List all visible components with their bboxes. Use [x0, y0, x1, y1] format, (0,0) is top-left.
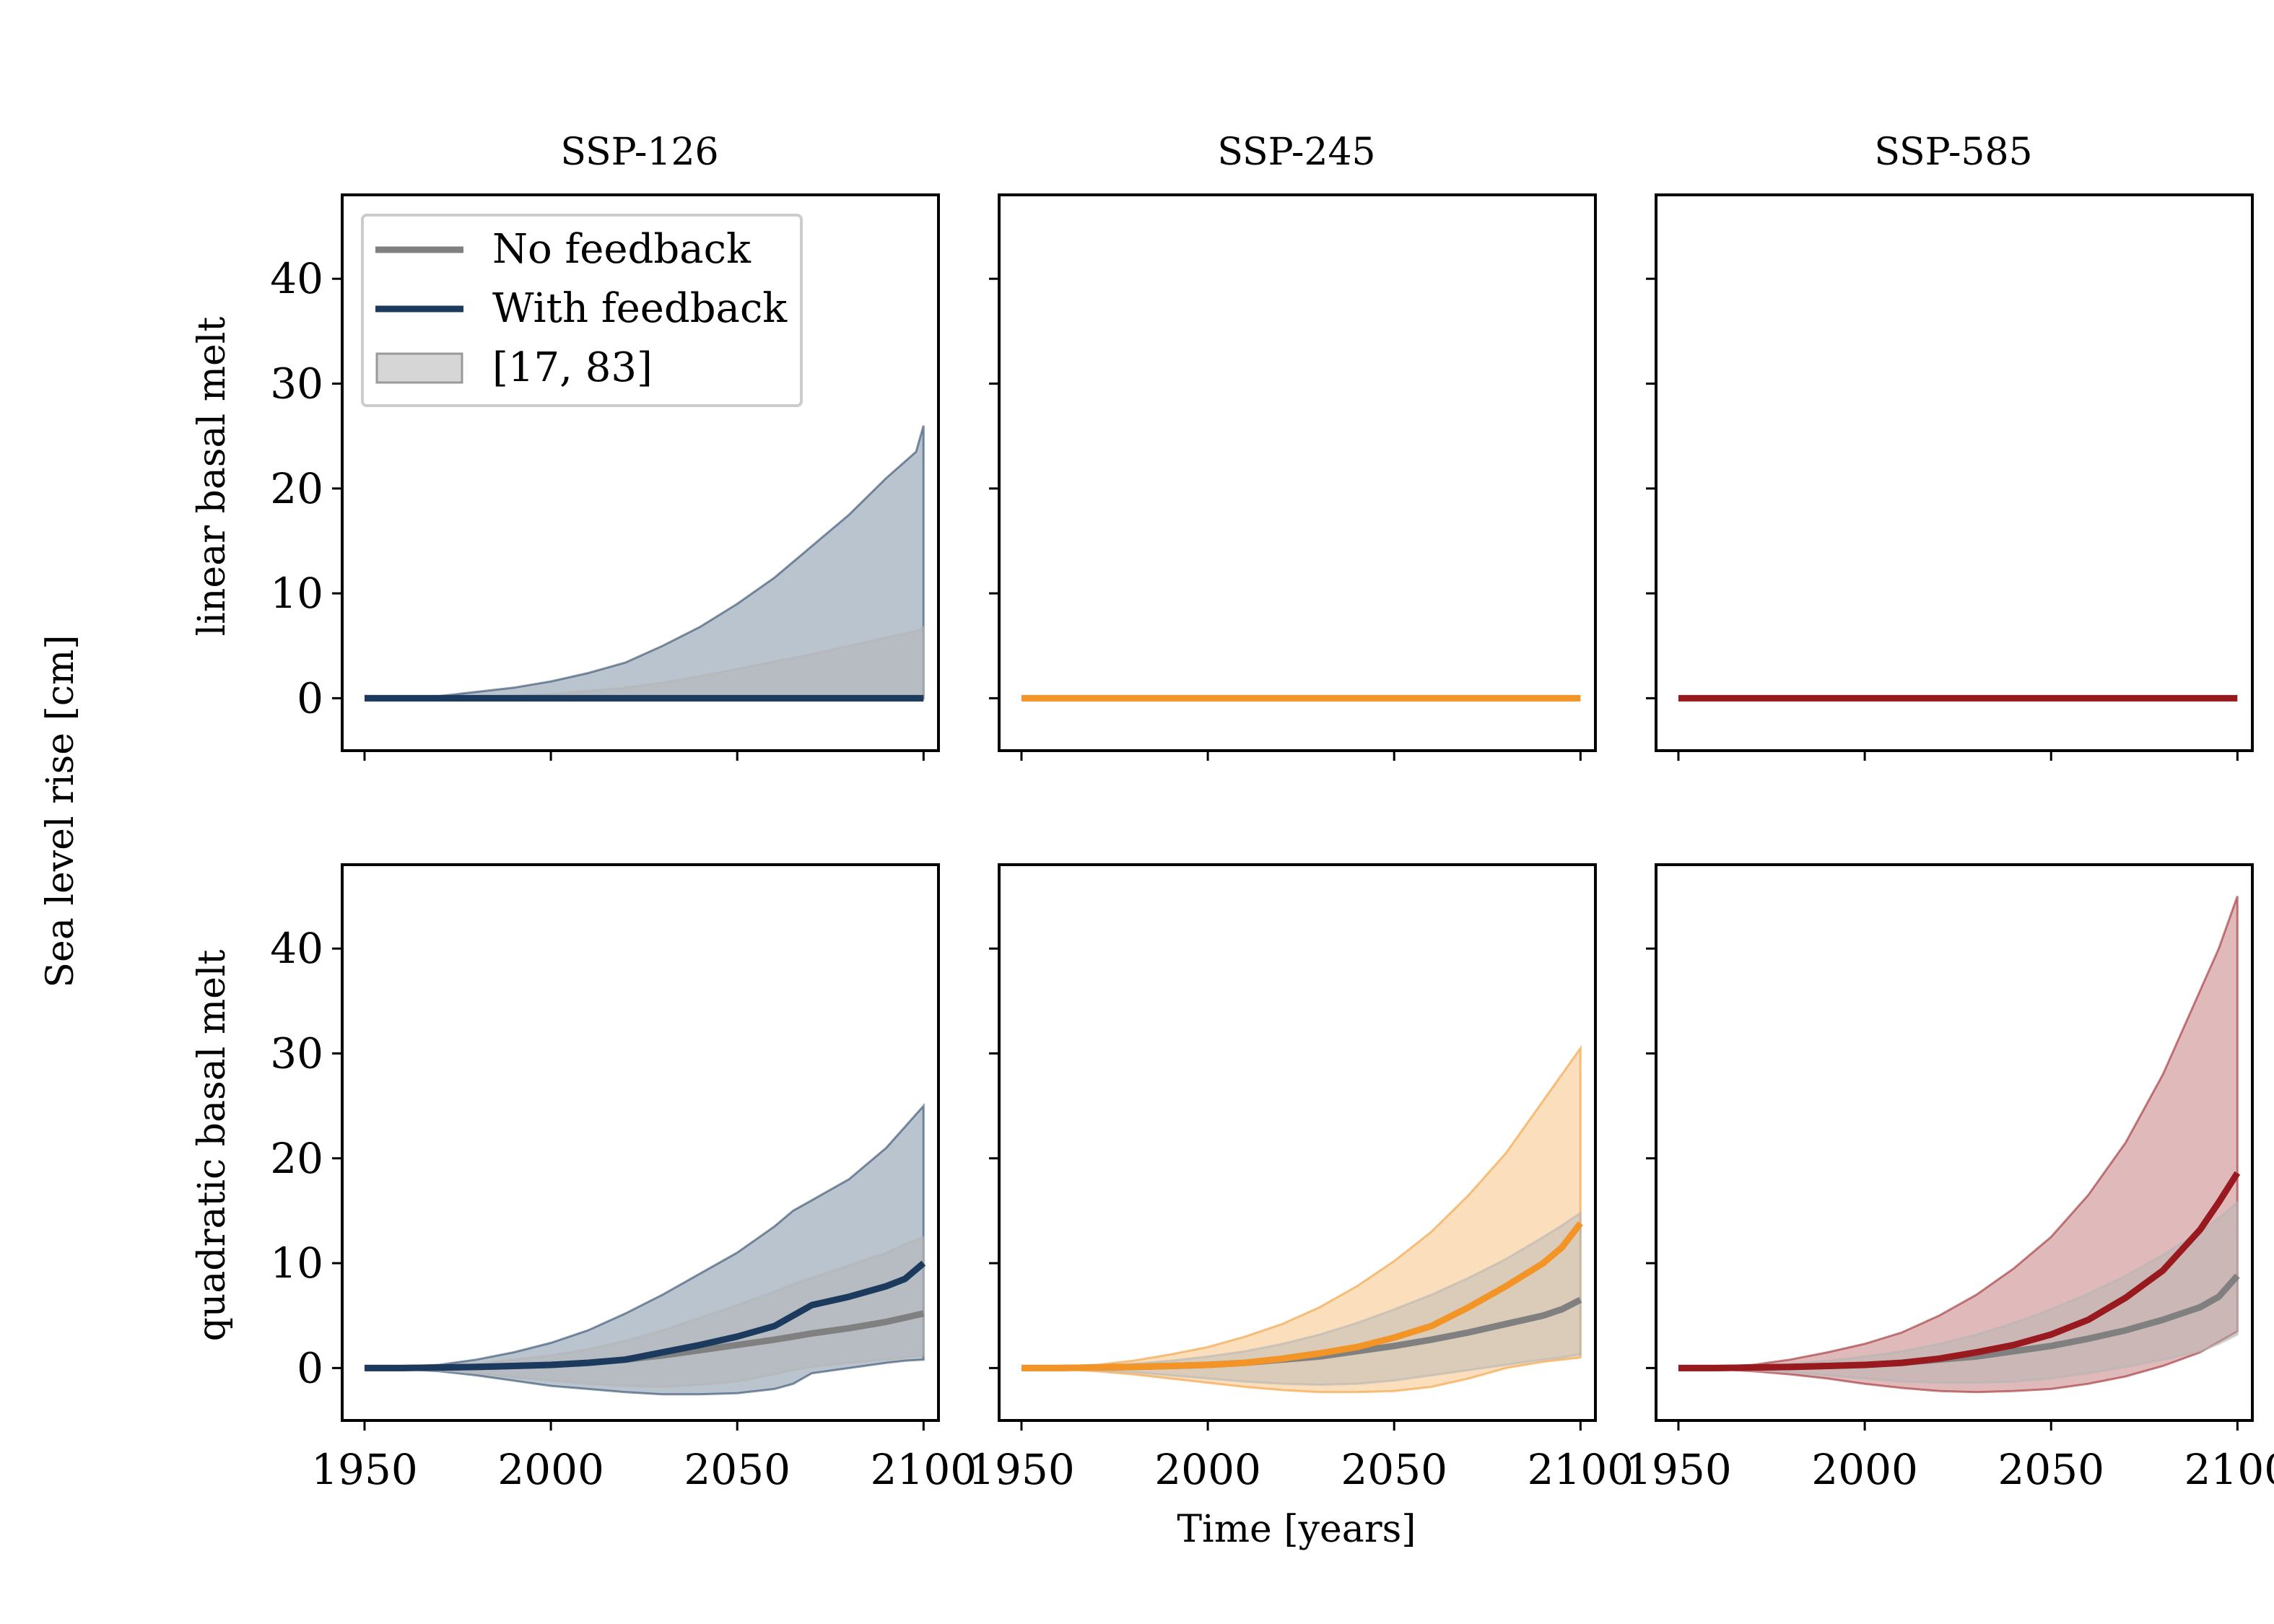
- x-tick-label-ssp126-quadratic: 2050: [684, 1445, 790, 1494]
- y-tick-label-ssp126-quadratic: 0: [297, 1343, 323, 1392]
- figure-xlabel: Time [years]: [1177, 1508, 1416, 1551]
- col-title-ssp126: SSP-126: [560, 131, 718, 174]
- legend-frame: [361, 214, 803, 407]
- axes-frame-ssp585-linear: [1655, 193, 2254, 752]
- band-with-feedback-ssp585-quadratic: [1678, 896, 2239, 1394]
- y-tick-label-ssp126-linear: 30: [270, 359, 323, 409]
- y-tick-label-ssp126-quadratic: 40: [270, 924, 323, 973]
- band-with-feedback-ssp245-quadratic: [1021, 1044, 1582, 1394]
- row-label-quadratic: quadratic basal melt: [191, 949, 234, 1341]
- y-tick-label-ssp126-linear: 0: [297, 673, 323, 722]
- x-tick-label-ssp126-quadratic: 2100: [871, 1445, 977, 1494]
- x-tick-label-ssp245-quadratic: 2000: [1154, 1445, 1261, 1494]
- y-tick-label-ssp126-quadratic: 20: [270, 1134, 323, 1183]
- x-tick-label-ssp585-quadratic: 2000: [1811, 1445, 1918, 1494]
- axes-frame-ssp245-linear: [998, 193, 1597, 752]
- figure-ylabel: Sea level rise [cm]: [39, 634, 82, 987]
- legend-band-label: [17, 83]: [492, 344, 653, 391]
- axes-frame-ssp126-linear: [341, 193, 940, 752]
- y-tick-label-ssp126-linear: 10: [270, 569, 323, 618]
- band-no-feedback-ssp245-quadratic: [1021, 1210, 1582, 1387]
- x-tick-label-ssp245-quadratic: 2100: [1528, 1445, 1634, 1494]
- legend-no-feedback-label: No feedback: [492, 226, 752, 273]
- row-label-linear: linear basal melt: [191, 317, 234, 637]
- x-tick-label-ssp585-quadratic: 2050: [1998, 1445, 2104, 1494]
- line-with-feedback-ssp245-quadratic: [1021, 1221, 1583, 1371]
- panel-ssp585-quadratic: 1950 2000 2050 2100: [1625, 863, 2274, 1494]
- axes-frame-ssp126-quadratic: [341, 863, 940, 1422]
- panel-ssp126-quadratic: 0 10 20 30 40 1950 2000 2050 2100: [270, 863, 977, 1494]
- x-tick-label-ssp585-quadratic: 1950: [1625, 1445, 1732, 1494]
- x-tick-label-ssp585-quadratic: 2100: [2184, 1445, 2274, 1494]
- band-no-feedback-ssp126-quadratic: [364, 1235, 925, 1389]
- x-tick-label-ssp245-quadratic: 2050: [1341, 1445, 1447, 1494]
- y-tick-label-ssp126-quadratic: 30: [270, 1029, 323, 1078]
- panel-ssp245-linear: [989, 193, 1597, 761]
- legend: No feedback With feedback [17, 83]: [361, 214, 803, 407]
- y-tick-label-ssp126-quadratic: 10: [270, 1239, 323, 1288]
- legend-with-feedback-label: With feedback: [492, 285, 788, 332]
- panel-ssp245-quadratic: 1950 2000 2050 2100: [968, 863, 1634, 1494]
- x-tick-label-ssp245-quadratic: 1950: [968, 1445, 1075, 1494]
- line-with-feedback-ssp126-quadratic: [365, 1260, 926, 1371]
- axes-frame-ssp245-quadratic: [998, 863, 1597, 1422]
- panel-ssp126-linear: 0 10 20 30 40: [270, 193, 940, 761]
- axes-frame-ssp585-quadratic: [1655, 863, 2254, 1422]
- panel-ssp585-linear: [1646, 193, 2254, 761]
- y-tick-label-ssp126-linear: 40: [270, 254, 323, 303]
- col-title-ssp585: SSP-585: [1874, 131, 2032, 174]
- legend-band-swatch: [375, 352, 463, 384]
- line-with-feedback-ssp585-quadratic: [1678, 1171, 2241, 1371]
- x-tick-label-ssp126-quadratic: 2000: [497, 1445, 604, 1494]
- y-tick-label-ssp126-linear: 20: [270, 464, 323, 513]
- col-title-ssp245: SSP-245: [1217, 131, 1375, 174]
- x-tick-label-ssp126-quadratic: 1950: [311, 1445, 418, 1494]
